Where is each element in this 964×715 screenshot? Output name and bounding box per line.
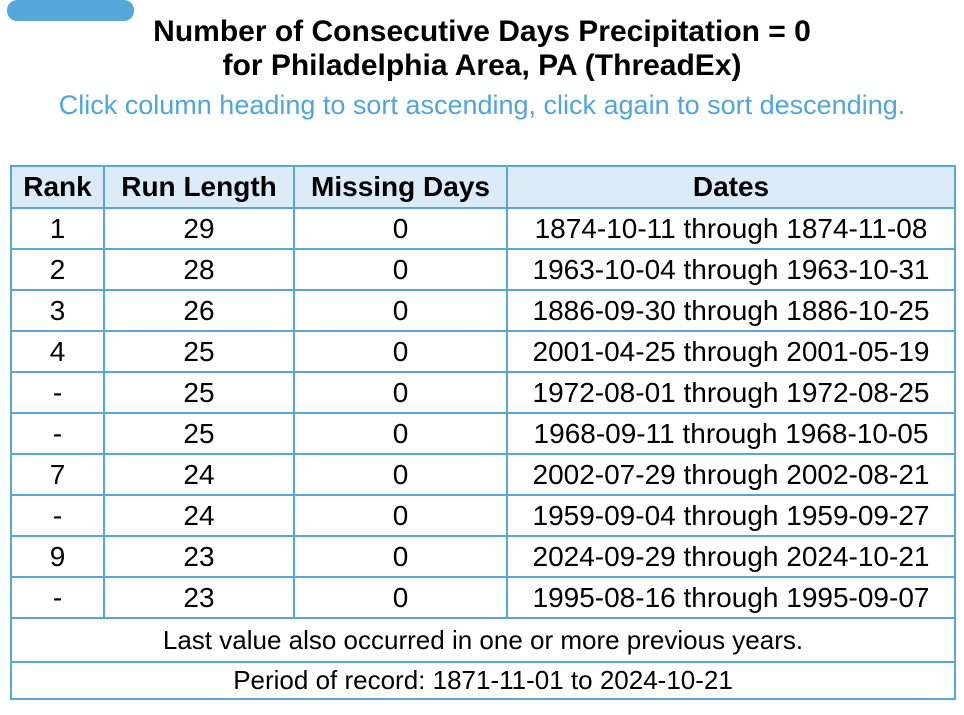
table-row: 3 26 0 1886-09-30 through 1886-10-25 [10, 289, 956, 332]
run-length-cell: 23 [103, 576, 295, 619]
missing-days-cell: 0 [293, 248, 508, 291]
dates-cell: 1874-10-11 through 1874-11-08 [506, 207, 956, 250]
missing-days-cell: 0 [293, 289, 508, 332]
cut-off-top-button[interactable] [7, 0, 134, 21]
footnote-row: Last value also occurred in one or more … [10, 617, 956, 663]
table-row: 2 28 0 1963-10-04 through 1963-10-31 [10, 248, 956, 291]
run-length-cell: 26 [103, 289, 295, 332]
period-of-record-row: Period of record: 1871-11-01 to 2024-10-… [10, 661, 956, 700]
missing-days-cell: 0 [293, 412, 508, 455]
column-header-rank[interactable]: Rank [10, 165, 105, 209]
records-table-body: 1 29 0 1874-10-11 through 1874-11-08 2 28 0 196… [10, 207, 956, 619]
dates-cell: 2024-09-29 through 2024-10-21 [506, 535, 956, 578]
records-table: Rank Run Length Missing Days Dates 1 29 0 1… [10, 165, 956, 700]
run-length-cell: 24 [103, 494, 295, 537]
page-title-line1: Number of Consecutive Days Precipitation… [153, 15, 811, 48]
column-header-dates[interactable]: Dates [506, 165, 956, 209]
table-row: -23 0 1995-08-16 through 1995-09-07 [10, 576, 956, 619]
run-length-cell: 25 [103, 371, 295, 414]
column-header-run-length[interactable]: Run Length [103, 165, 295, 209]
table-row: 4 25 0 2001-04-25 through 2001-05-19 [10, 330, 956, 373]
column-header-missing-days[interactable]: Missing Days [293, 165, 508, 209]
table-row: 9 23 0 2024-09-29 through 2024-10-21 [10, 535, 956, 578]
table-row: 7 24 0 2002-07-29 through 2002-08-21 [10, 453, 956, 496]
records-table-header: Rank Run Length Missing Days Dates [10, 165, 956, 209]
run-length-cell: 24 [103, 453, 295, 496]
dates-cell: 2002-07-29 through 2002-08-21 [506, 453, 956, 496]
run-length-cell: 23 [103, 535, 295, 578]
run-length-cell: 29 [103, 207, 295, 250]
missing-days-cell: 0 [293, 576, 508, 619]
page-title: Number of Consecutive Days Precipitation… [0, 15, 964, 83]
run-length-cell: 28 [103, 248, 295, 291]
rank-cell: - [10, 494, 105, 537]
header-row: Rank Run Length Missing Days Dates [10, 165, 956, 209]
rank-cell: - [10, 576, 105, 619]
sort-instructions: Click column heading to sort ascending, … [58, 90, 906, 120]
missing-days-cell: 0 [293, 494, 508, 537]
missing-days-cell: 0 [293, 207, 508, 250]
footnote-text: Last value also occurred in one or more … [10, 617, 956, 663]
page-title-line2: for Philadelphia Area, PA (ThreadEx) [222, 49, 742, 82]
dates-cell: 2001-04-25 through 2001-05-19 [506, 330, 956, 373]
rank-cell: 7 [10, 453, 105, 496]
rank-cell: 9 [10, 535, 105, 578]
dates-cell: 1886-09-30 through 1886-10-25 [506, 289, 956, 332]
dates-cell: 1963-10-04 through 1963-10-31 [506, 248, 956, 291]
rank-cell: 1 [10, 207, 105, 250]
dates-cell: 1995-08-16 through 1995-09-07 [506, 576, 956, 619]
rank-cell: - [10, 412, 105, 455]
records-table-footer: Last value also occurred in one or more … [10, 617, 956, 700]
missing-days-cell: 0 [293, 453, 508, 496]
missing-days-cell: 0 [293, 535, 508, 578]
dates-cell: 1968-09-11 through 1968-10-05 [506, 412, 956, 455]
rank-cell: 2 [10, 248, 105, 291]
table-row: -24 0 1959-09-04 through 1959-09-27 [10, 494, 956, 537]
run-length-cell: 25 [103, 330, 295, 373]
run-length-cell: 25 [103, 412, 295, 455]
dates-cell: 1959-09-04 through 1959-09-27 [506, 494, 956, 537]
rank-cell: - [10, 371, 105, 414]
table-row: -25 0 1968-09-11 through 1968-10-05 [10, 412, 956, 455]
table-row: 1 29 0 1874-10-11 through 1874-11-08 [10, 207, 956, 250]
rank-cell: 3 [10, 289, 105, 332]
period-of-record-text: Period of record: 1871-11-01 to 2024-10-… [10, 661, 956, 700]
missing-days-cell: 0 [293, 330, 508, 373]
missing-days-cell: 0 [293, 371, 508, 414]
table-row: -25 0 1972-08-01 through 1972-08-25 [10, 371, 956, 414]
dates-cell: 1972-08-01 through 1972-08-25 [506, 371, 956, 414]
rank-cell: 4 [10, 330, 105, 373]
